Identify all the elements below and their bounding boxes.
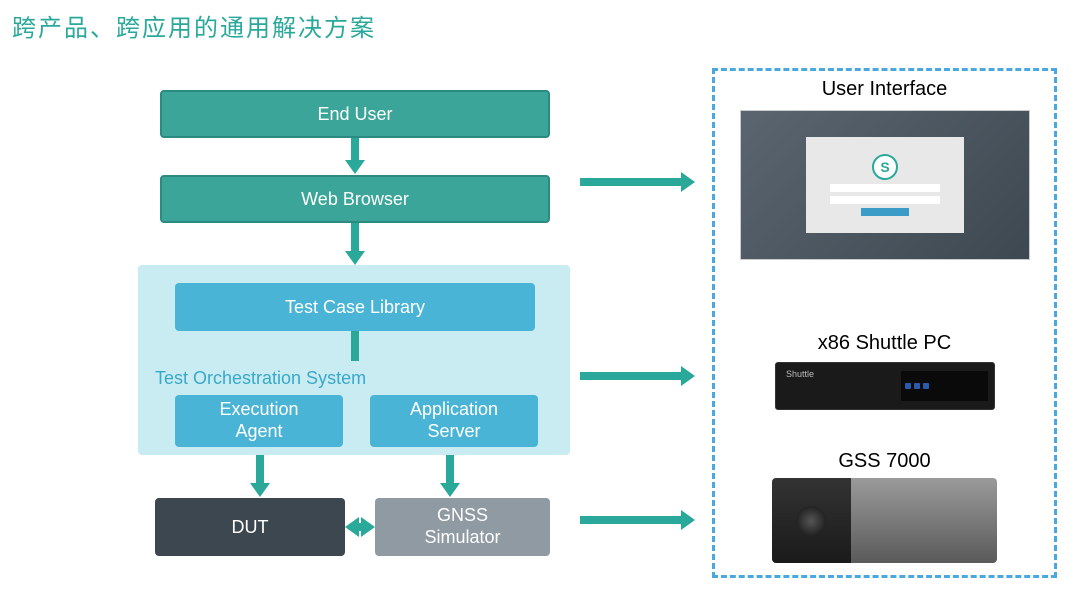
arrow-down-icon bbox=[440, 455, 460, 497]
arrow-down-icon bbox=[345, 331, 365, 361]
label-shuttle-pc: x86 Shuttle PC bbox=[712, 332, 1057, 355]
arrow-down-icon bbox=[345, 138, 365, 174]
node-test-case-library: Test Case Library bbox=[175, 283, 535, 331]
thumbnail-gss-7000 bbox=[772, 478, 997, 563]
arrow-bidirectional-icon bbox=[345, 517, 375, 537]
node-application-server: Application Server bbox=[370, 395, 538, 447]
thumbnail-shuttle-pc: Shuttle bbox=[775, 362, 995, 410]
label-gss-7000: GSS 7000 bbox=[712, 450, 1057, 473]
arrow-right-icon bbox=[580, 510, 695, 530]
arrow-down-icon bbox=[345, 223, 365, 265]
node-web-browser: Web Browser bbox=[160, 175, 550, 223]
node-end-user: End User bbox=[160, 90, 550, 138]
label-user-interface: User Interface bbox=[712, 78, 1057, 101]
arrow-down-icon bbox=[250, 455, 270, 497]
node-dut: DUT bbox=[155, 498, 345, 556]
page-title: 跨产品、跨应用的通用解决方案 bbox=[12, 8, 376, 43]
node-execution-agent: Execution Agent bbox=[175, 395, 343, 447]
arrow-right-icon bbox=[580, 366, 695, 386]
node-gnss-simulator: GNSS Simulator bbox=[375, 498, 550, 556]
thumbnail-user-interface: S bbox=[740, 110, 1030, 260]
arrow-right-icon bbox=[580, 172, 695, 192]
orchestration-label: Test Orchestration System bbox=[155, 368, 366, 389]
